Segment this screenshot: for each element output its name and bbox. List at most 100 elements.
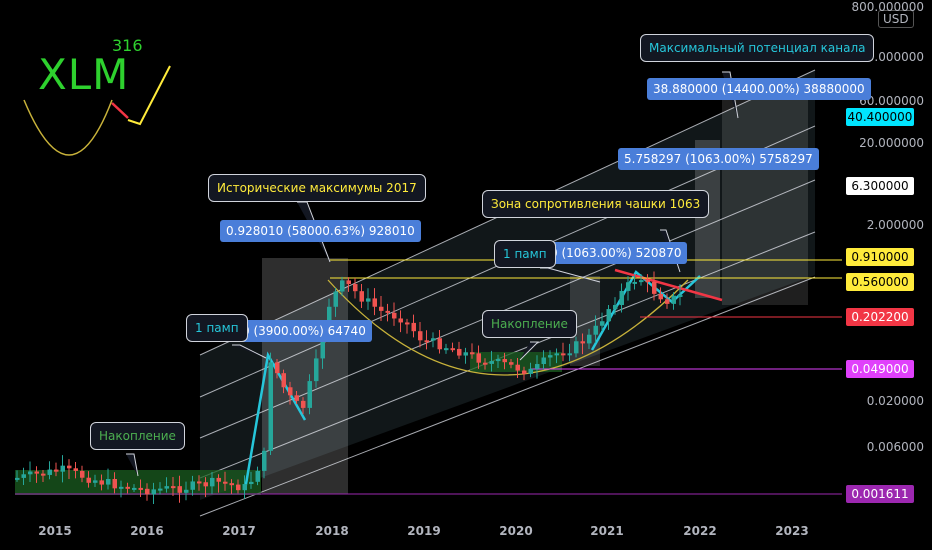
accumulation-2016-note[interactable]: Накопление xyxy=(90,422,185,450)
cup-logo-icon xyxy=(23,65,171,156)
candle-body xyxy=(522,370,527,374)
candle-body xyxy=(372,298,377,307)
candle-body xyxy=(281,373,286,388)
candle-body xyxy=(580,341,585,344)
candle-body xyxy=(496,359,501,362)
candle-body xyxy=(34,471,39,474)
candle-body xyxy=(483,362,488,365)
candle-body xyxy=(184,489,189,493)
x-tick-label: 2021 xyxy=(590,524,624,538)
candle-body xyxy=(301,400,306,408)
candle-body xyxy=(587,334,592,344)
candle-body xyxy=(99,480,104,485)
candle-body xyxy=(47,469,52,475)
candle-body xyxy=(418,331,423,341)
candle-body xyxy=(15,477,20,480)
price-tag: 0.910000 xyxy=(846,248,914,266)
candle-body xyxy=(125,486,130,489)
candle-body xyxy=(366,298,371,302)
candle-body xyxy=(67,465,72,469)
candle-body xyxy=(626,282,631,291)
candle-body xyxy=(145,488,150,495)
price-tag: 0.202200 xyxy=(846,308,914,326)
channel-potential-value[interactable]: 38.880000 (14400.00%) 38880000 xyxy=(647,78,871,100)
target-mid-value[interactable]: 5.758297 (1063.00%) 5758297 xyxy=(618,148,819,170)
y-tick-label: 0.006000 xyxy=(866,440,924,454)
ath-2017-note[interactable]: Исторические максимумы 2017 xyxy=(208,174,426,202)
candle-body xyxy=(171,486,176,489)
pump-2017-value[interactable]: 0 (3900.00%) 64740 xyxy=(236,320,372,342)
candle-body xyxy=(470,352,475,355)
candle-body xyxy=(431,338,436,341)
candle-body xyxy=(54,469,59,472)
resistance-line xyxy=(614,268,723,302)
candle-body xyxy=(216,477,221,482)
x-tick-label: 2019 xyxy=(407,524,441,538)
pump-2021-value[interactable]: 0 (1063.00%) 520870 xyxy=(544,242,688,264)
candle-body xyxy=(671,295,676,304)
candle-body xyxy=(197,481,202,484)
pump-line-2017 xyxy=(243,351,307,491)
candle-body xyxy=(457,348,462,356)
candle-body xyxy=(314,358,319,382)
candle-body xyxy=(86,477,91,483)
candle-body xyxy=(249,481,254,485)
candle-body xyxy=(405,322,410,325)
candle-body xyxy=(112,478,117,489)
candle-body xyxy=(333,291,338,307)
channel-potential-note[interactable]: Максимальный потенциал канала xyxy=(640,34,875,62)
candle-body xyxy=(73,468,78,471)
currency-label[interactable]: USD xyxy=(878,10,914,28)
candle-body xyxy=(353,284,358,292)
x-tick-label: 2016 xyxy=(130,524,164,538)
ath-2017-value[interactable]: 0.928010 (58000.63%) 928010 xyxy=(220,220,421,242)
candle-body xyxy=(385,310,390,313)
candle-body xyxy=(210,477,215,487)
growth-channel-fill xyxy=(200,70,815,500)
candle-body xyxy=(177,486,182,493)
candle-body xyxy=(658,293,663,300)
candle-body xyxy=(236,484,241,491)
cup-resistance-note[interactable]: Зона сопротивления чашки 1063 xyxy=(482,190,710,218)
candle-body xyxy=(164,486,169,489)
y-tick-label: 2.000000 xyxy=(866,218,924,232)
y-tick-label: 60.000000 xyxy=(859,94,924,108)
candle-body xyxy=(476,353,481,363)
candle-body xyxy=(119,486,124,489)
candle-body xyxy=(463,352,468,356)
pump-2021-note[interactable]: 1 памп xyxy=(494,240,556,268)
candle-body xyxy=(639,280,644,283)
candle-body xyxy=(554,353,559,356)
candle-body xyxy=(600,321,605,326)
candle-body xyxy=(294,395,299,401)
candle-body xyxy=(398,318,403,323)
candle-body xyxy=(665,299,670,304)
candle-body xyxy=(450,348,455,351)
pump-2017-note[interactable]: 1 памп xyxy=(186,314,248,342)
candle-body xyxy=(528,368,533,374)
price-tag: 0.560000 xyxy=(846,273,914,291)
y-tick-label: 800.000000 xyxy=(851,0,924,14)
candle-body xyxy=(28,471,33,475)
price-tag: 0.049000 xyxy=(846,360,914,378)
candle-body xyxy=(275,362,280,374)
candle-body xyxy=(652,281,657,294)
candle-body xyxy=(606,309,611,322)
price-tag: 40.400000 xyxy=(846,108,914,126)
candle-body xyxy=(489,361,494,364)
candle-body xyxy=(561,353,566,356)
candle-body xyxy=(320,337,325,359)
x-tick-label: 2018 xyxy=(315,524,349,538)
candle-body xyxy=(288,387,293,396)
candle-body xyxy=(41,473,46,476)
candle-body xyxy=(307,381,312,408)
candle-body xyxy=(158,488,163,491)
x-tick-label: 2020 xyxy=(499,524,533,538)
candle-body xyxy=(138,487,143,490)
accumulation-2020-note[interactable]: Накопление xyxy=(482,310,577,338)
candle-body xyxy=(437,338,442,350)
x-tick-label: 2023 xyxy=(775,524,809,538)
candle-body xyxy=(619,290,624,306)
candle-body xyxy=(242,484,247,491)
candle-body xyxy=(535,364,540,369)
